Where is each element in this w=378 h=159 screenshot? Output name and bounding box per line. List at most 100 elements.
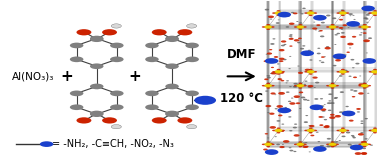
Circle shape	[307, 11, 314, 15]
Circle shape	[286, 26, 289, 28]
Circle shape	[342, 24, 347, 26]
Circle shape	[317, 48, 320, 49]
Circle shape	[313, 12, 317, 14]
Circle shape	[314, 98, 318, 100]
Circle shape	[289, 35, 293, 37]
Circle shape	[284, 44, 287, 45]
Circle shape	[349, 120, 354, 122]
Circle shape	[270, 73, 274, 74]
Circle shape	[305, 115, 308, 116]
Circle shape	[145, 43, 159, 48]
Circle shape	[110, 43, 124, 48]
Circle shape	[309, 10, 313, 12]
Circle shape	[296, 21, 299, 22]
Circle shape	[288, 116, 291, 118]
Circle shape	[339, 70, 347, 73]
Circle shape	[326, 26, 330, 28]
Circle shape	[275, 108, 278, 109]
Circle shape	[279, 58, 285, 60]
Circle shape	[304, 71, 308, 73]
Circle shape	[266, 24, 270, 26]
Circle shape	[335, 34, 338, 35]
Circle shape	[152, 29, 167, 35]
Circle shape	[314, 29, 317, 30]
FancyBboxPatch shape	[262, 2, 377, 157]
Circle shape	[339, 19, 343, 21]
Circle shape	[362, 83, 366, 85]
Circle shape	[339, 129, 347, 132]
Circle shape	[346, 23, 350, 24]
Circle shape	[319, 60, 321, 61]
Circle shape	[358, 92, 364, 95]
Circle shape	[329, 143, 336, 146]
Circle shape	[293, 151, 296, 152]
Circle shape	[365, 86, 369, 88]
Circle shape	[299, 144, 305, 146]
Circle shape	[303, 142, 305, 143]
Circle shape	[110, 90, 124, 96]
Circle shape	[263, 149, 268, 151]
Circle shape	[314, 87, 316, 88]
Circle shape	[272, 12, 276, 14]
Circle shape	[341, 69, 345, 70]
Circle shape	[276, 22, 280, 24]
Circle shape	[299, 108, 301, 109]
Circle shape	[319, 30, 323, 31]
Circle shape	[297, 66, 300, 67]
Circle shape	[185, 104, 199, 110]
Circle shape	[102, 29, 117, 35]
Circle shape	[304, 84, 306, 85]
Circle shape	[265, 105, 271, 107]
Circle shape	[265, 149, 279, 155]
Circle shape	[322, 116, 325, 118]
Circle shape	[365, 118, 368, 119]
Circle shape	[299, 28, 302, 30]
Circle shape	[165, 36, 179, 41]
Circle shape	[289, 38, 294, 40]
Circle shape	[70, 90, 84, 96]
Circle shape	[341, 9, 344, 11]
Circle shape	[363, 39, 370, 42]
Circle shape	[286, 80, 289, 81]
Circle shape	[352, 36, 356, 38]
Circle shape	[268, 16, 274, 18]
Circle shape	[309, 73, 313, 75]
Circle shape	[355, 152, 361, 155]
Circle shape	[291, 98, 293, 99]
Circle shape	[266, 87, 270, 89]
Circle shape	[331, 83, 335, 84]
Circle shape	[353, 19, 356, 20]
Circle shape	[352, 137, 356, 138]
Circle shape	[297, 84, 304, 87]
Circle shape	[281, 71, 285, 73]
Circle shape	[282, 144, 284, 145]
Circle shape	[90, 36, 104, 42]
Circle shape	[333, 65, 336, 66]
Circle shape	[326, 145, 331, 147]
Circle shape	[367, 85, 371, 86]
Circle shape	[363, 26, 366, 27]
Circle shape	[304, 130, 308, 131]
Circle shape	[335, 144, 339, 145]
Circle shape	[76, 117, 91, 124]
Circle shape	[342, 12, 346, 14]
Circle shape	[285, 107, 287, 108]
Circle shape	[342, 111, 355, 116]
Circle shape	[367, 93, 369, 94]
Circle shape	[263, 60, 268, 62]
Circle shape	[364, 138, 368, 139]
Circle shape	[90, 36, 104, 41]
Circle shape	[367, 60, 370, 62]
Circle shape	[110, 104, 124, 110]
Circle shape	[324, 126, 330, 128]
Circle shape	[365, 18, 369, 20]
Circle shape	[165, 36, 179, 42]
Circle shape	[346, 52, 350, 53]
Circle shape	[308, 50, 311, 51]
Circle shape	[294, 85, 298, 86]
Circle shape	[187, 125, 197, 129]
Circle shape	[362, 85, 366, 86]
Circle shape	[290, 34, 293, 35]
Circle shape	[328, 100, 331, 101]
Circle shape	[300, 48, 304, 49]
